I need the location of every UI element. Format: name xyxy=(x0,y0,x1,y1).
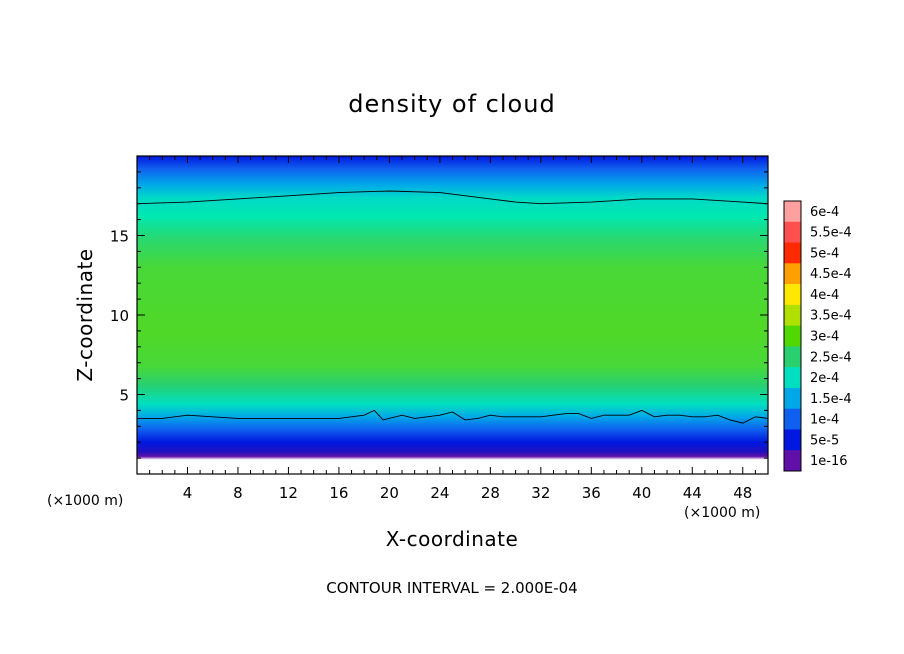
density-field xyxy=(137,156,768,474)
colorbar-swatch-0 xyxy=(784,201,801,223)
colorbar-label-11: 5e-5 xyxy=(810,433,839,448)
y-axis-ticks: 5 10 15 xyxy=(110,171,768,459)
colorbar-label-6: 3e-4 xyxy=(810,330,839,345)
x-tick-label-8: 36 xyxy=(582,484,601,502)
colorbar-swatch-10 xyxy=(784,408,801,430)
colorbar-swatch-4 xyxy=(784,284,801,306)
y-tick-label-2: 15 xyxy=(110,228,129,246)
colorbar-swatch-1 xyxy=(784,221,801,244)
x-tick-label-11: 48 xyxy=(733,484,752,502)
colorbar-swatch-8 xyxy=(784,367,801,389)
colorbar-label-12: 1e-16 xyxy=(810,454,848,469)
colorbar-label-7: 2.5e-4 xyxy=(810,350,852,365)
contour-line-0 xyxy=(136,190,769,205)
chart-title: density of cloud xyxy=(348,90,555,118)
colorbar-swatch-11 xyxy=(784,429,801,451)
x-axis-unit: (×1000 m) xyxy=(684,505,760,521)
x-axis-ticks: 4 8 12 16 20 24 28 32 36 40 44 48 xyxy=(149,156,756,502)
contour-line-1 xyxy=(137,409,769,424)
colorbar-label-0: 6e-4 xyxy=(810,205,839,220)
x-tick-label-5: 24 xyxy=(430,484,449,502)
x-tick-label-1: 8 xyxy=(233,484,243,502)
colorbar-label-8: 2e-4 xyxy=(810,371,839,386)
colorbar-frame xyxy=(783,200,802,472)
y-axis-label: Z-coordinate xyxy=(73,248,97,381)
colorbar-label-9: 1.5e-4 xyxy=(810,392,852,407)
colorbar-swatch-7 xyxy=(784,346,801,368)
x-tick-label-0: 4 xyxy=(183,484,193,502)
x-tick-label-7: 32 xyxy=(531,484,550,502)
y-axis-unit: (×1000 m) xyxy=(47,493,123,509)
colorbar: 6e-4 5.5e-4 5e-4 4.5e-4 4e-4 3.5e-4 3e-4 2.5e-4… xyxy=(783,200,852,472)
colorbar-label-1: 5.5e-4 xyxy=(810,226,852,241)
colorbar-swatch-9 xyxy=(784,387,801,410)
colorbar-label-5: 3.5e-4 xyxy=(810,309,852,324)
x-tick-label-9: 40 xyxy=(632,484,651,502)
x-tick-label-3: 16 xyxy=(329,484,348,502)
x-tick-label-6: 28 xyxy=(481,484,500,502)
colorbar-label-4: 4e-4 xyxy=(810,288,839,303)
colorbar-swatch-12 xyxy=(784,450,801,472)
contour-lines xyxy=(136,190,769,424)
x-tick-label-10: 44 xyxy=(683,484,702,502)
y-tick-label-0: 5 xyxy=(119,387,129,405)
colorbar-swatch-5 xyxy=(784,304,801,327)
y-tick-label-1: 10 xyxy=(110,307,129,325)
x-axis-label: X-coordinate xyxy=(386,527,519,551)
x-tick-label-4: 20 xyxy=(380,484,399,502)
colorbar-swatch-2 xyxy=(784,242,801,264)
colorbar-label-2: 5e-4 xyxy=(810,246,839,261)
colorbar-label-10: 1e-4 xyxy=(810,413,839,428)
colorbar-swatch-3 xyxy=(784,263,801,285)
contour-interval-note: CONTOUR INTERVAL = 2.000E-04 xyxy=(326,579,577,597)
x-tick-label-2: 12 xyxy=(279,484,298,502)
colorbar-swatch-6 xyxy=(784,325,801,347)
colorbar-label-3: 4.5e-4 xyxy=(810,267,852,282)
